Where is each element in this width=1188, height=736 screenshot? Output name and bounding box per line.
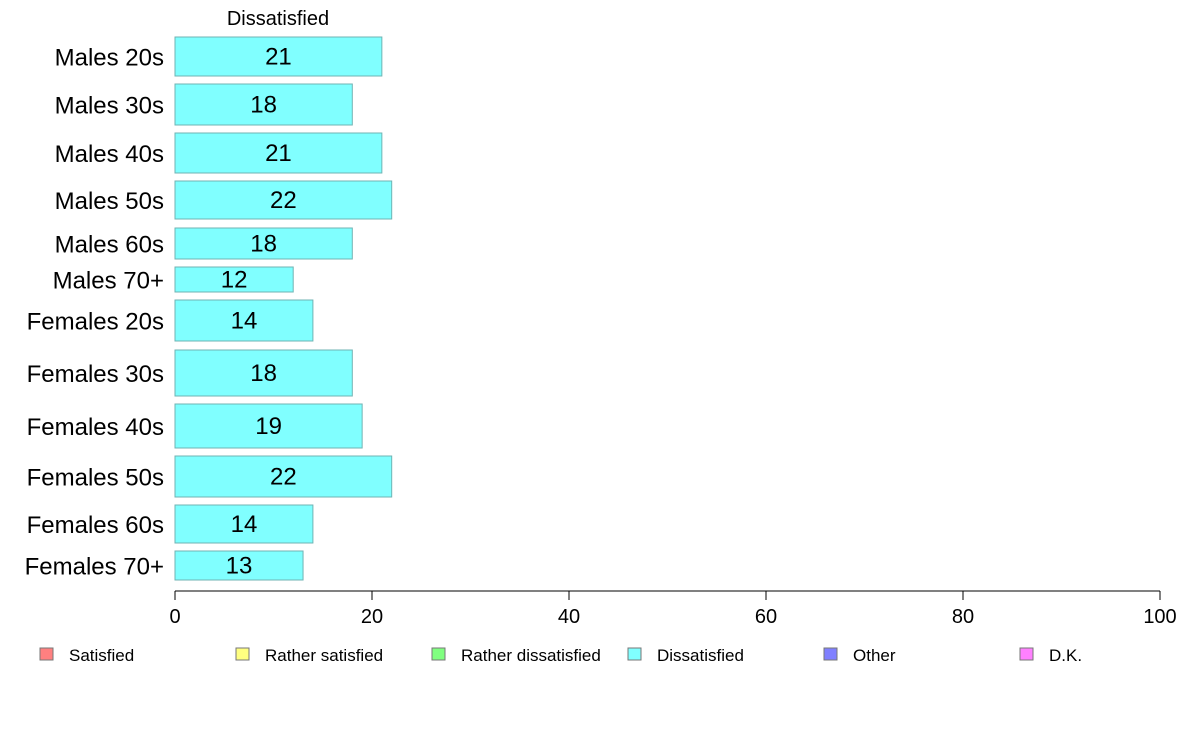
legend-label: Rather dissatisfied <box>461 646 601 665</box>
category-label: Females 40s <box>27 414 164 441</box>
bar-value-label: 18 <box>250 360 277 387</box>
legend-label: Other <box>853 646 896 665</box>
legend-swatch <box>431 647 446 661</box>
legend-swatch <box>627 647 642 661</box>
category-label: Males 60s <box>55 232 164 259</box>
category-label: Females 50s <box>27 465 164 492</box>
x-tick-label: 100 <box>1143 606 1176 628</box>
bar-value-label: 19 <box>255 413 282 440</box>
bar-value-label: 13 <box>226 553 253 580</box>
legend: Satisfied Rather satisfied Rather dissatis… <box>39 646 1082 665</box>
bar-10 <box>174 455 393 498</box>
legend-swatch <box>235 647 250 661</box>
bar-2 <box>174 83 353 126</box>
bar-value-label: 18 <box>250 231 277 258</box>
x-tick-label: 60 <box>755 606 777 628</box>
legend-swatch <box>823 647 838 661</box>
category-label: Males 70+ <box>53 268 164 295</box>
legend-swatch <box>1019 647 1034 661</box>
bar-value-label: 22 <box>270 464 297 491</box>
x-tick-label: 0 <box>169 606 180 628</box>
bar-12 <box>174 550 304 581</box>
category-label: Males 30s <box>55 93 164 120</box>
legend-label: Rather satisfied <box>265 646 383 665</box>
category-labels: Males 20s Males 30s Males 40s Males 50s Male… <box>25 45 164 581</box>
bar-6 <box>174 266 294 293</box>
category-label: Females 20s <box>27 309 164 336</box>
bar-3 <box>174 132 383 174</box>
legend-label: Satisfied <box>69 646 134 665</box>
category-label: Males 20s <box>55 45 164 72</box>
bar-1 <box>174 36 383 77</box>
category-label: Males 40s <box>55 141 164 168</box>
bar-8 <box>174 349 353 397</box>
category-label: Females 70+ <box>25 554 164 581</box>
bar-value-label: 21 <box>265 44 292 71</box>
bar-9 <box>174 403 363 449</box>
x-tick-label: 40 <box>558 606 580 628</box>
legend-label: Dissatisfied <box>657 646 744 665</box>
bar-value-label: 12 <box>221 267 248 294</box>
bar-value-label: 18 <box>250 92 277 119</box>
x-tick-label: 20 <box>361 606 383 628</box>
bar-11 <box>174 504 314 544</box>
bar-value-label: 14 <box>231 308 258 335</box>
bar-4 <box>174 180 393 220</box>
bar-5 <box>174 227 353 260</box>
x-tick-label: 80 <box>952 606 974 628</box>
category-label: Females 30s <box>27 361 164 388</box>
bar-value-label: 21 <box>265 140 292 167</box>
bar-value-label: 22 <box>270 187 297 214</box>
legend-label: D.K. <box>1049 646 1082 665</box>
bar-value-label: 14 <box>231 511 258 538</box>
series-title: Dissatisfied <box>227 8 329 30</box>
x-axis: 0 20 40 60 80 100 <box>169 590 1177 628</box>
category-label: Males 50s <box>55 188 164 215</box>
legend-swatch <box>39 647 54 661</box>
category-label: Females 60s <box>27 512 164 539</box>
bar-7 <box>174 299 314 342</box>
